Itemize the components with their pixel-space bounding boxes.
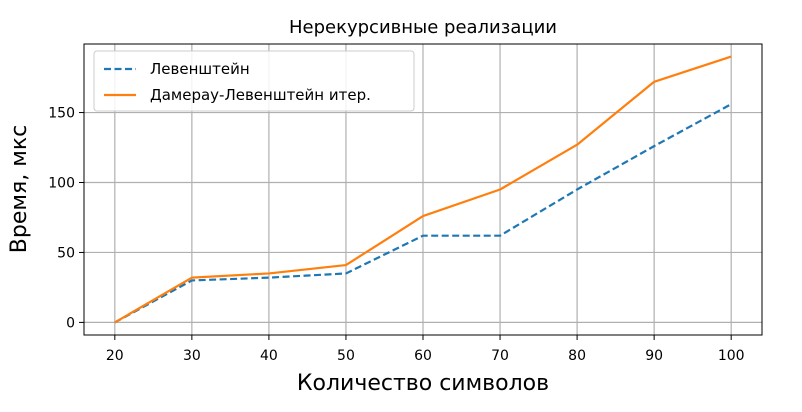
series-lines <box>114 55 732 324</box>
y-axis-label: Время, мкс <box>7 125 32 253</box>
x-tick-label: 80 <box>568 348 586 364</box>
x-tick-label: 100 <box>718 348 745 364</box>
legend: Левенштейн Дамерау-Левенштейн итер. <box>93 50 415 112</box>
x-axis-ticks: 20 30 40 50 60 70 80 90 100 <box>106 335 745 364</box>
series-line-levenshtein <box>114 103 732 324</box>
series-line-damerau-levenshtein <box>114 55 732 324</box>
x-axis-label: Количество символов <box>297 371 549 396</box>
y-tick-label: 50 <box>57 245 75 261</box>
x-tick-label: 20 <box>106 348 124 364</box>
x-tick-label: 30 <box>183 348 201 364</box>
y-tick-label: 0 <box>66 315 75 331</box>
legend-box <box>93 50 415 112</box>
y-tick-label: 150 <box>48 106 75 122</box>
x-tick-label: 90 <box>645 348 663 364</box>
x-tick-label: 70 <box>491 348 509 364</box>
y-tick-label: 100 <box>48 176 75 192</box>
y-axis-ticks: 0 50 100 150 <box>48 106 84 331</box>
legend-entry-levenshtein: Левенштейн <box>150 60 250 78</box>
x-tick-label: 60 <box>414 348 432 364</box>
x-tick-label: 50 <box>337 348 355 364</box>
legend-entry-damerau-levenshtein: Дамерау-Левенштейн итер. <box>150 86 371 104</box>
x-tick-label: 40 <box>260 348 278 364</box>
chart-title: Нерекурсивные реализации <box>289 17 557 38</box>
